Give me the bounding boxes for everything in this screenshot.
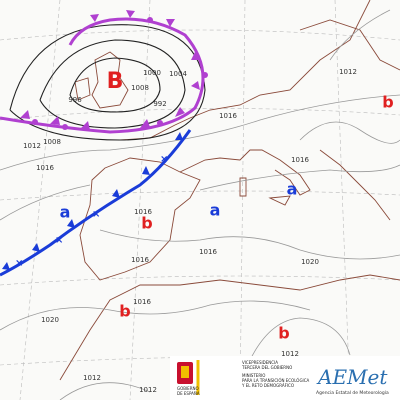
coastlines xyxy=(59,0,400,381)
isobar-label: 1012 xyxy=(339,68,357,76)
svg-text:×: × xyxy=(55,235,63,246)
isobar-label: 1000 xyxy=(143,69,161,77)
isobar-label: 1008 xyxy=(131,84,149,92)
ministry-line: PARA LA TRANSICIÓN ECOLÓGICA xyxy=(242,378,310,383)
agency-logo: AEMet xyxy=(316,365,388,389)
isobar-label: 1020 xyxy=(41,316,59,324)
pressure-center: b xyxy=(119,302,130,321)
coat-of-arms-inner xyxy=(181,366,189,378)
government-line: GOBIERNO xyxy=(177,386,199,391)
isobar-label: 1016 xyxy=(219,112,237,120)
ministry-line: Y EL RETO DEMOGRÁFICO xyxy=(241,383,294,388)
svg-text:×: × xyxy=(160,154,168,165)
government-line: DE ESPAÑA xyxy=(177,391,200,396)
isobar-label: 1016 xyxy=(291,156,309,164)
islands xyxy=(239,177,291,206)
isobar-label: 996 xyxy=(68,96,82,104)
meridians xyxy=(19,0,351,400)
occluded-front xyxy=(0,17,205,134)
fronts: × × × × xyxy=(0,10,208,277)
pressure-center: b xyxy=(382,93,393,112)
isobar-label: 1016 xyxy=(134,208,152,216)
isobar-label: 1016 xyxy=(36,164,54,172)
isobar-label: 1004 xyxy=(169,70,187,78)
isobar-label: 992 xyxy=(153,100,166,108)
agency-name: Agencia Estatal de Meteorología xyxy=(316,389,389,396)
pressure-centers: Bb b b b a a a xyxy=(60,69,394,343)
cold-front xyxy=(0,129,192,277)
isobar xyxy=(59,317,351,400)
isobar xyxy=(69,57,161,113)
footer: GOBIERNO DE ESPAÑA VICEPRESIDENCIA TERCE… xyxy=(170,356,400,400)
occluded-front-symbols xyxy=(20,10,208,130)
pressure-center: b xyxy=(278,324,289,343)
cold-front-symbols: × × × × xyxy=(2,132,183,270)
ministry-line: MINISTERIO xyxy=(242,373,265,378)
isobar xyxy=(0,164,400,221)
svg-text:×: × xyxy=(92,209,100,220)
isobar-label: 1016 xyxy=(131,256,149,264)
pressure-center: a xyxy=(60,203,71,222)
svg-text:×: × xyxy=(15,258,23,269)
vicepresidency-line: VICEPRESIDENCIA xyxy=(242,360,278,365)
isobar-label: 1016 xyxy=(133,298,151,306)
parallels xyxy=(0,29,400,366)
footer-box xyxy=(170,356,400,400)
europe-north-coast xyxy=(119,0,371,141)
isobar-label: 1016 xyxy=(199,248,217,256)
vicepresidency-line: TERCERA DEL GOBIERNO xyxy=(241,365,292,370)
east-coasts xyxy=(299,19,400,221)
pressure-center: a xyxy=(210,201,221,220)
ireland xyxy=(74,77,91,101)
isobar-label: 1012 xyxy=(23,142,41,150)
isobar-label: 1012 xyxy=(139,386,157,394)
pressure-center: a xyxy=(287,180,298,199)
isobar xyxy=(99,229,400,260)
france-italy-coast xyxy=(179,149,311,196)
isobar-label: 1020 xyxy=(301,258,319,266)
isobar-label: 1012 xyxy=(83,374,101,382)
pressure-center: B xyxy=(107,69,124,94)
isobar xyxy=(299,9,400,144)
great-britain xyxy=(91,51,129,109)
isobar xyxy=(0,300,311,331)
isobar-label: 1012 xyxy=(281,350,299,358)
isobar-label: 1008 xyxy=(43,138,61,146)
pressure-center: b xyxy=(141,214,152,233)
isobar xyxy=(0,94,400,171)
north-africa xyxy=(59,274,400,381)
